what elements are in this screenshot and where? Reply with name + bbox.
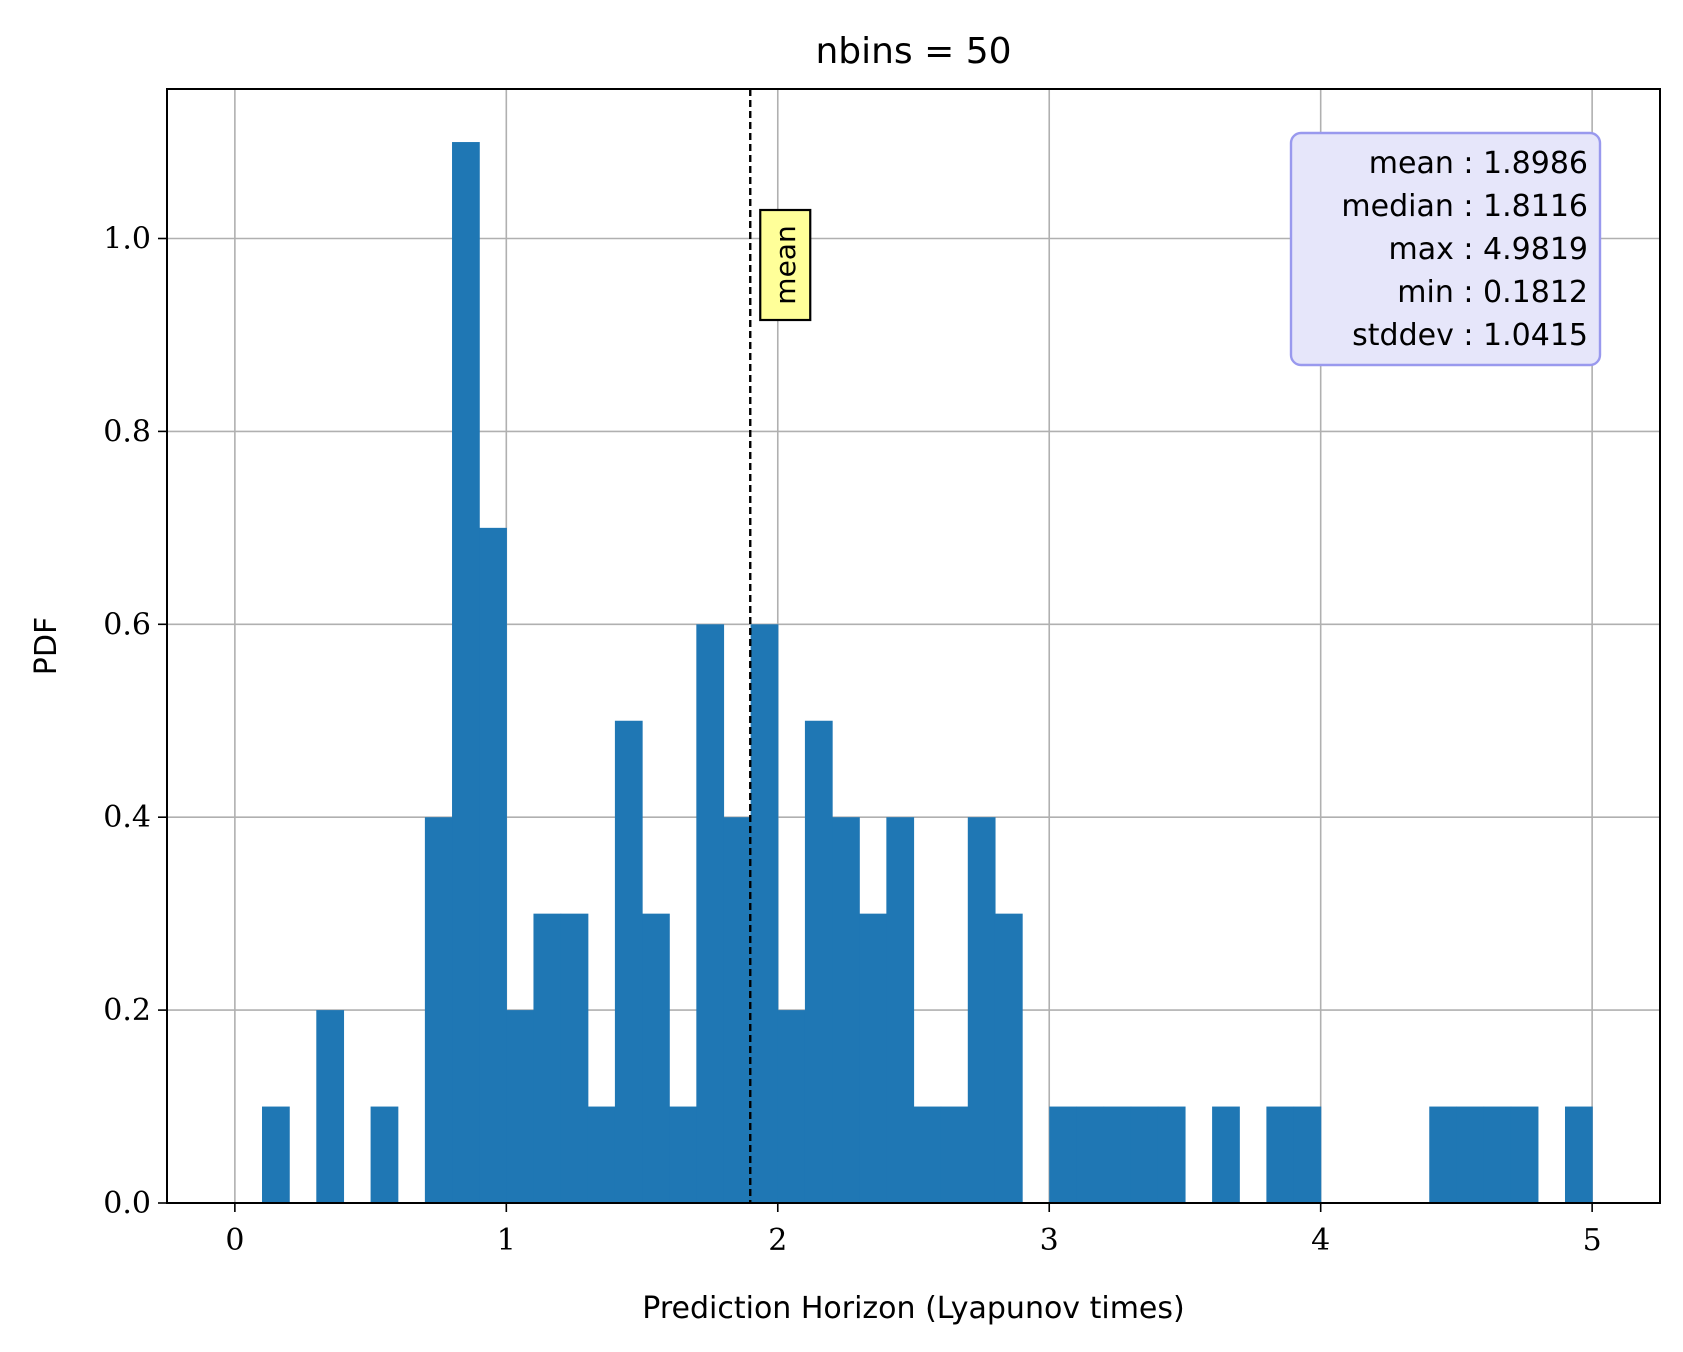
histogram-bar — [886, 817, 915, 1203]
mean-label-box — [759, 208, 812, 322]
x-tick-label: 5 — [1583, 1223, 1602, 1258]
y-tick-label: 0.2 — [103, 993, 151, 1028]
stats-box-background — [1289, 131, 1602, 367]
histogram-bar — [804, 720, 833, 1203]
y-tick-label: 0.6 — [103, 607, 151, 642]
histogram-bar — [913, 1106, 942, 1203]
histogram-bar — [642, 913, 670, 1203]
stats-row-min: min : 0.1812 — [1397, 275, 1588, 310]
histogram-bar — [452, 142, 480, 1204]
mean-line-group: mean — [749, 89, 812, 1203]
histogram-bar — [1564, 1106, 1593, 1203]
histogram-bar — [750, 624, 779, 1203]
histogram-bar — [479, 527, 507, 1203]
histogram-bar — [1076, 1106, 1105, 1203]
histogram-bar — [994, 913, 1023, 1203]
y-axis-label: PDF — [29, 617, 64, 675]
histogram-bar — [1130, 1106, 1159, 1203]
histogram-bar — [1157, 1106, 1186, 1203]
histogram-bar — [560, 913, 589, 1203]
stats-box: mean : 1.8986 median : 1.8116 max : 4.9819… — [1289, 131, 1602, 367]
stats-row-max: max : 4.9819 — [1388, 232, 1588, 267]
axis-ticks: 0 1 2 3 4 5 0.0 0.2 0.4 0.6 0.8 1.0 — [103, 221, 1601, 1258]
x-tick-label: 1 — [497, 1223, 516, 1258]
histogram-bar — [424, 817, 453, 1203]
x-tick-label: 2 — [768, 1223, 787, 1258]
mean-label: mean — [769, 225, 802, 304]
x-tick-label: 0 — [225, 1223, 244, 1258]
y-tick-label: 1.0 — [103, 221, 151, 256]
histogram-bar — [1510, 1106, 1539, 1203]
axes-frame — [166, 88, 1661, 1204]
chart-title: nbins = 50 — [815, 31, 1011, 72]
stats-row-stddev: stddev : 1.0415 — [1352, 318, 1588, 353]
histogram-bar — [1212, 1106, 1240, 1203]
histogram-bar — [669, 1106, 697, 1203]
y-tick-label: 0.4 — [103, 800, 151, 835]
histogram-bar — [777, 1010, 806, 1203]
histogram-bar — [967, 817, 996, 1203]
histogram-bar — [614, 720, 643, 1203]
y-tick-label: 0.0 — [103, 1186, 151, 1221]
histogram-bar — [506, 1010, 535, 1203]
histogram-bar — [1103, 1106, 1132, 1203]
histogram-bar — [1293, 1106, 1322, 1203]
histogram-bar — [859, 913, 887, 1203]
histogram-bar — [587, 1106, 616, 1203]
x-tick-label: 4 — [1311, 1223, 1330, 1258]
histogram-bar — [1429, 1106, 1458, 1203]
histogram-bar — [262, 1106, 290, 1203]
histogram-bar — [1049, 1106, 1077, 1203]
y-tick-label: 0.8 — [103, 414, 151, 449]
x-axis-label: Prediction Horizon (Lyapunov times) — [642, 1291, 1184, 1326]
stats-row-mean: mean : 1.8986 — [1369, 146, 1588, 181]
histogram-bar — [316, 1010, 345, 1203]
stats-row-median: median : 1.8116 — [1341, 189, 1588, 224]
histogram-bar — [940, 1106, 969, 1203]
histogram-bar — [723, 817, 752, 1203]
histogram-bar — [1483, 1106, 1512, 1203]
histogram-bar — [1456, 1106, 1485, 1203]
histogram-bar — [832, 817, 860, 1203]
histogram-bars — [262, 142, 1593, 1204]
histogram-bar — [370, 1106, 399, 1203]
x-tick-label: 3 — [1040, 1223, 1059, 1258]
histogram-bar — [696, 624, 725, 1203]
histogram-bar — [533, 913, 562, 1203]
histogram-bar — [1266, 1106, 1295, 1203]
